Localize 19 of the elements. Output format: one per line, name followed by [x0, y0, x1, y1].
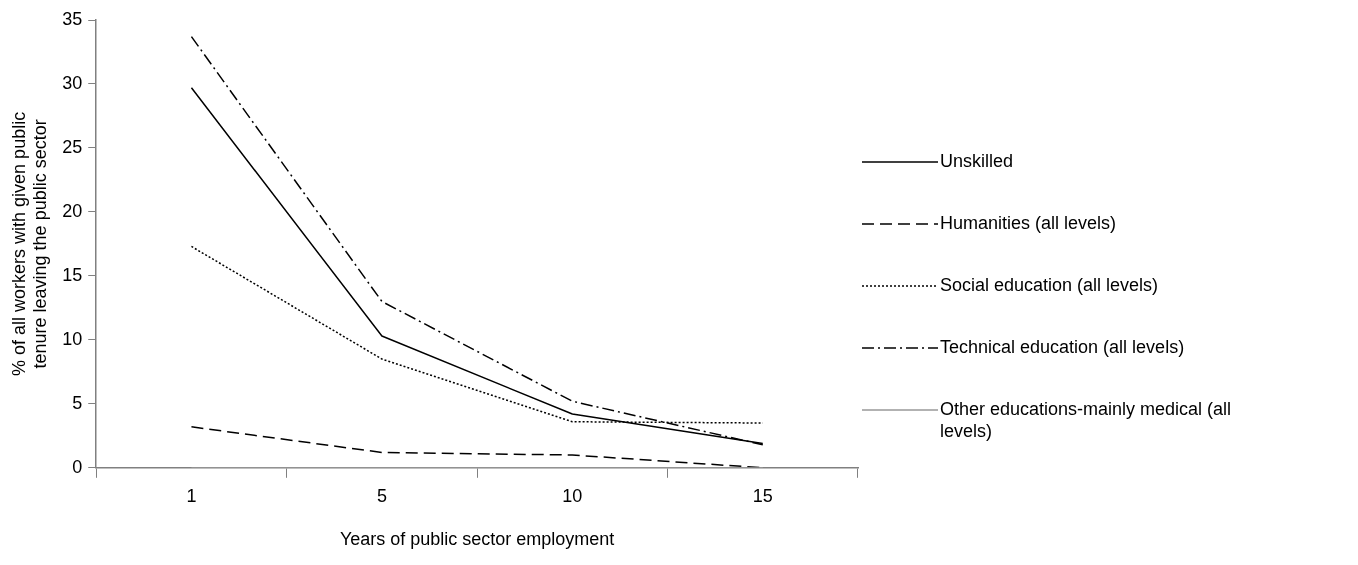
legend-label: Other educations-mainly medical (all levels) [940, 398, 1233, 442]
legend-label: Technical education (all levels) [940, 336, 1185, 358]
x-tick-label: 5 [376, 485, 387, 506]
y-tick-label: 20 [62, 200, 83, 221]
legend-label: Social education (all levels) [940, 274, 1159, 296]
x-tick-label: 1 [186, 485, 197, 506]
y-tick-label: 35 [62, 8, 83, 29]
x-axis-title: Years of public sector employment [339, 529, 615, 550]
y-tick-label: 10 [62, 328, 83, 349]
y-tick-label: 0 [72, 456, 83, 477]
y-tick-label: 15 [62, 264, 83, 285]
x-tick-label: 10 [562, 485, 583, 506]
y-axis-title: % of all workers with given public tenure leaving the public sector [8, 111, 51, 376]
legend-label: Humanities (all levels) [940, 212, 1117, 234]
y-tick-label: 25 [62, 136, 83, 157]
y-tick-label: 30 [62, 72, 83, 93]
y-tick-label: 5 [72, 392, 83, 413]
legend-label: Unskilled [940, 150, 1014, 172]
x-tick-label: 15 [752, 485, 773, 506]
